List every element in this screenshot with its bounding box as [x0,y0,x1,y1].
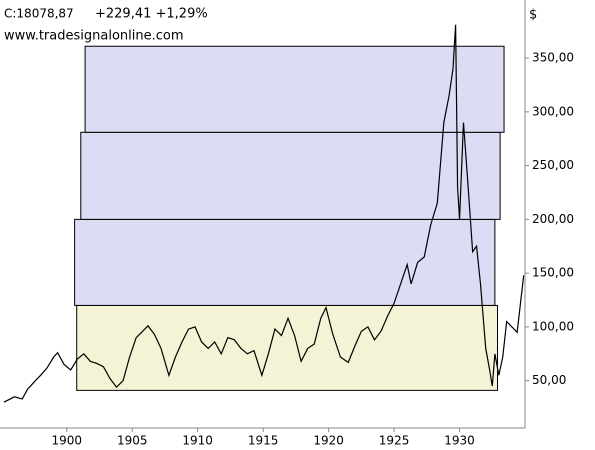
price-change: +229,41 +1,29% [95,7,208,22]
plot-area [3,24,525,403]
x-tick-label: 1905 [117,434,148,448]
x-tick-label: 1915 [248,434,279,448]
y-tick-label: 200,00 [532,212,574,226]
x-tick-label: 1925 [379,434,410,448]
zone [74,218,496,306]
x-tick-label: 1920 [313,434,344,448]
y-tick-label: 250,00 [532,158,574,172]
unit-label: $ [529,8,537,23]
zone [80,131,501,220]
y-tick-label: 100,00 [532,319,574,333]
x-tick-label: 1900 [51,434,82,448]
x-tick-label: 1910 [182,434,213,448]
price-line [3,24,525,403]
y-tick-label: 150,00 [532,266,574,280]
x-tick-label: 1930 [444,434,475,448]
zone [84,45,505,133]
source: www.tradesignalonline.com [4,29,184,44]
y-tick-label: 50,00 [532,373,566,387]
zone [76,304,499,391]
y-tick-label: 300,00 [532,104,574,118]
last-price: C:18078,87 [4,7,74,21]
y-tick-label: 350,00 [532,51,574,65]
